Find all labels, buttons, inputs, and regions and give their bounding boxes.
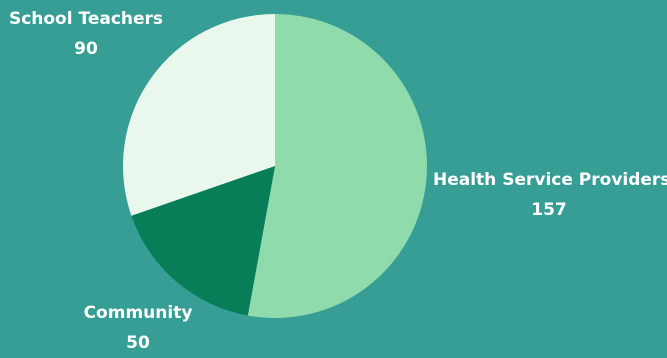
slice-label-community-value: 50 xyxy=(126,333,150,353)
pie-slice-health-service-providers xyxy=(247,14,427,318)
slice-label-school-teachers-value: 90 xyxy=(74,39,98,59)
slice-label-school-teachers-name: School Teachers xyxy=(8,9,164,29)
slice-label-health-service-providers-value: 157 xyxy=(531,200,567,220)
slice-label-school-teachers: School Teachers 90 xyxy=(6,4,166,64)
slice-label-community: Community 50 xyxy=(78,298,198,358)
pie-slice-community xyxy=(131,166,275,316)
slice-label-health-service-providers: Health Service Providers 157 xyxy=(433,165,667,225)
slice-label-community-name: Community xyxy=(83,303,193,323)
pie-slice-school-teachers xyxy=(123,14,275,216)
slice-label-health-service-providers-name: Health Service Providers xyxy=(433,170,667,190)
